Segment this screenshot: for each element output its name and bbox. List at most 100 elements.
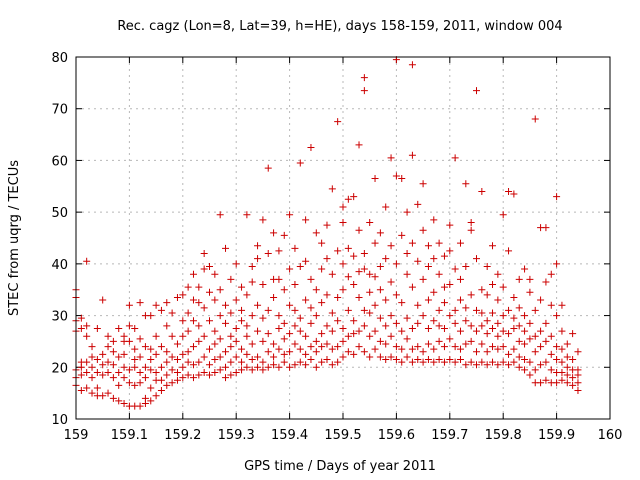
data-point	[403, 250, 411, 258]
data-point	[382, 255, 390, 263]
data-point	[173, 293, 181, 301]
data-point	[200, 265, 208, 273]
data-point	[456, 239, 464, 247]
data-point	[515, 353, 523, 361]
data-point	[478, 322, 486, 330]
data-point	[296, 345, 304, 353]
x-tick-labels: 159 159.1 159.2 159.3 159.4 159.5 159.6 159.7 15…	[64, 428, 623, 443]
data-point	[296, 327, 304, 335]
data-point	[526, 371, 534, 379]
data-point	[168, 366, 176, 374]
data-point	[280, 319, 288, 327]
data-point	[574, 348, 582, 356]
data-point	[360, 322, 368, 330]
data-point	[312, 337, 320, 345]
data-point	[392, 356, 400, 364]
data-point	[184, 371, 192, 379]
y-tick-label: 70	[51, 103, 68, 118]
data-point	[216, 312, 224, 320]
data-point	[115, 353, 123, 361]
data-point	[563, 363, 571, 371]
data-point	[515, 337, 523, 345]
data-point	[275, 275, 283, 283]
data-point	[238, 345, 246, 353]
x-tick-label: 159.8	[485, 428, 522, 443]
data-point	[526, 288, 534, 296]
data-point	[473, 306, 480, 314]
data-point	[526, 335, 534, 343]
data-point	[563, 379, 571, 387]
data-point	[366, 332, 374, 340]
data-point	[531, 348, 539, 356]
data-point	[505, 247, 513, 255]
data-point	[163, 299, 171, 307]
data-point	[179, 291, 187, 299]
data-point	[360, 87, 368, 95]
data-point	[222, 244, 230, 252]
data-point	[339, 218, 347, 226]
data-point	[408, 151, 416, 159]
y-tick-label: 30	[51, 310, 68, 325]
data-point	[173, 356, 181, 364]
data-point	[280, 350, 288, 358]
data-point	[355, 293, 363, 301]
data-point	[387, 154, 395, 162]
x-tick-label: 159.2	[164, 428, 201, 443]
data-point	[141, 394, 149, 402]
data-point	[558, 376, 566, 384]
data-point	[270, 361, 278, 369]
data-point	[483, 361, 491, 369]
data-point	[141, 363, 149, 371]
data-point	[189, 296, 197, 304]
data-point	[398, 299, 406, 307]
data-point	[510, 358, 518, 366]
data-point	[291, 244, 299, 252]
data-point	[398, 175, 406, 183]
data-point	[440, 252, 448, 260]
data-point	[574, 379, 582, 387]
y-tick-labels: 10 20 30 40 50 60 70 80	[51, 51, 68, 428]
data-point	[537, 343, 545, 351]
data-point	[206, 361, 213, 369]
data-point	[195, 283, 203, 291]
data-point	[99, 361, 107, 369]
data-point	[238, 283, 246, 291]
data-point	[376, 229, 384, 237]
data-point	[184, 327, 192, 335]
data-point	[120, 374, 128, 382]
data-point	[505, 361, 513, 369]
data-point	[88, 343, 96, 351]
data-point	[510, 345, 518, 353]
data-point	[136, 299, 144, 307]
y-axis-label: STEC from uqrg / TECUs	[7, 160, 22, 316]
chart-title: Rec. cagz (Lon=8, Lat=39, h=HE), days 15…	[117, 19, 562, 34]
data-point	[302, 216, 310, 224]
data-point	[456, 296, 464, 304]
data-point	[398, 327, 406, 335]
data-point	[104, 389, 112, 397]
data-point	[211, 356, 219, 364]
data-point	[131, 356, 139, 364]
y-tick-label: 10	[51, 413, 68, 428]
data-point	[136, 402, 144, 410]
data-point	[323, 356, 331, 364]
data-point	[521, 265, 529, 273]
data-point	[424, 356, 432, 364]
data-point	[270, 229, 278, 237]
data-point	[339, 203, 347, 211]
data-point	[227, 371, 235, 379]
data-point	[531, 332, 539, 340]
data-point	[238, 366, 246, 374]
y-tick-label: 80	[51, 51, 68, 66]
data-point	[344, 306, 352, 314]
data-point	[312, 363, 320, 371]
data-point	[478, 358, 486, 366]
data-point	[467, 218, 475, 226]
data-point	[302, 361, 310, 369]
data-point	[216, 366, 224, 374]
data-point	[243, 332, 251, 340]
data-point	[99, 350, 107, 358]
data-point	[419, 275, 427, 283]
data-point	[355, 343, 363, 351]
